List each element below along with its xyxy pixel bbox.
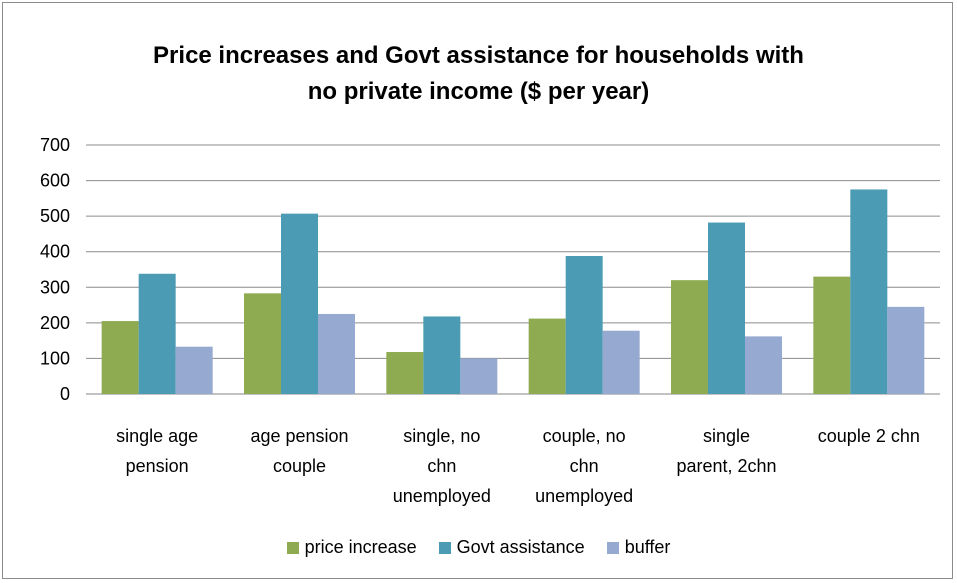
bar-buffer bbox=[602, 330, 640, 394]
y-tick-label: 600 bbox=[40, 171, 70, 191]
bar-govt-assistance bbox=[565, 255, 603, 394]
y-tick-label: 0 bbox=[60, 384, 70, 404]
bar-buffer bbox=[318, 313, 355, 394]
chart-title-line-1: Price increases and Govt assistance for … bbox=[153, 42, 804, 69]
bar-price-increase bbox=[528, 318, 566, 394]
bar-govt-assistance bbox=[138, 273, 176, 394]
legend-item: Govt assistance bbox=[438, 537, 585, 558]
x-category-label: couple, no chn unemployed bbox=[535, 426, 633, 506]
x-category-label: age pension couple bbox=[250, 426, 348, 476]
y-tick-label: 100 bbox=[40, 348, 70, 368]
bar-buffer bbox=[175, 346, 213, 394]
x-category-label: couple 2 chn bbox=[818, 426, 920, 446]
bar-price-increase bbox=[244, 293, 281, 394]
bar-govt-assistance bbox=[708, 222, 745, 394]
legend-swatch bbox=[438, 541, 451, 554]
chart-title-line-2: no private income ($ per year) bbox=[307, 78, 650, 105]
bar-govt-assistance bbox=[850, 189, 888, 394]
x-category-label: single parent, 2chn bbox=[676, 426, 776, 476]
bar-price-increase bbox=[671, 280, 708, 394]
chart-legend: price increase Govt assistance buffer bbox=[0, 537, 957, 558]
y-tick-label: 700 bbox=[40, 135, 70, 155]
y-tick-label: 500 bbox=[40, 206, 70, 226]
y-tick-label: 200 bbox=[40, 313, 70, 333]
x-category-label: single, no chn unemployed bbox=[393, 426, 491, 506]
legend-item: price increase bbox=[286, 537, 417, 558]
legend-swatch bbox=[286, 541, 299, 554]
legend-swatch bbox=[606, 541, 619, 554]
y-tick-label: 300 bbox=[40, 277, 70, 297]
chart-title: Price increases and Govt assistance for … bbox=[0, 38, 957, 110]
legend-label: buffer bbox=[624, 537, 671, 557]
legend-label: price increase bbox=[304, 537, 417, 557]
bar-price-increase bbox=[813, 276, 851, 394]
bar-buffer bbox=[887, 306, 925, 394]
bar-price-increase bbox=[386, 352, 424, 394]
x-category-label: single age pension bbox=[116, 426, 198, 476]
bar-govt-assistance bbox=[281, 213, 318, 394]
bar-price-increase bbox=[101, 321, 139, 394]
bar-buffer bbox=[460, 358, 498, 394]
legend-label: Govt assistance bbox=[456, 537, 585, 557]
bar-govt-assistance bbox=[423, 316, 461, 394]
y-tick-label: 400 bbox=[40, 242, 70, 262]
legend-item: buffer bbox=[606, 537, 671, 558]
bar-buffer bbox=[745, 336, 782, 394]
